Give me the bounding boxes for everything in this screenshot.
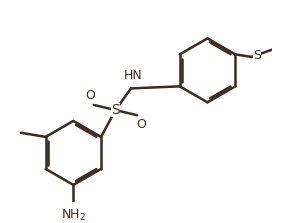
Text: O: O	[136, 118, 146, 131]
Text: O: O	[85, 89, 95, 102]
Text: NH$_2$: NH$_2$	[61, 208, 86, 223]
Text: S: S	[253, 49, 261, 62]
Text: HN: HN	[124, 69, 143, 82]
Text: S: S	[111, 103, 120, 117]
